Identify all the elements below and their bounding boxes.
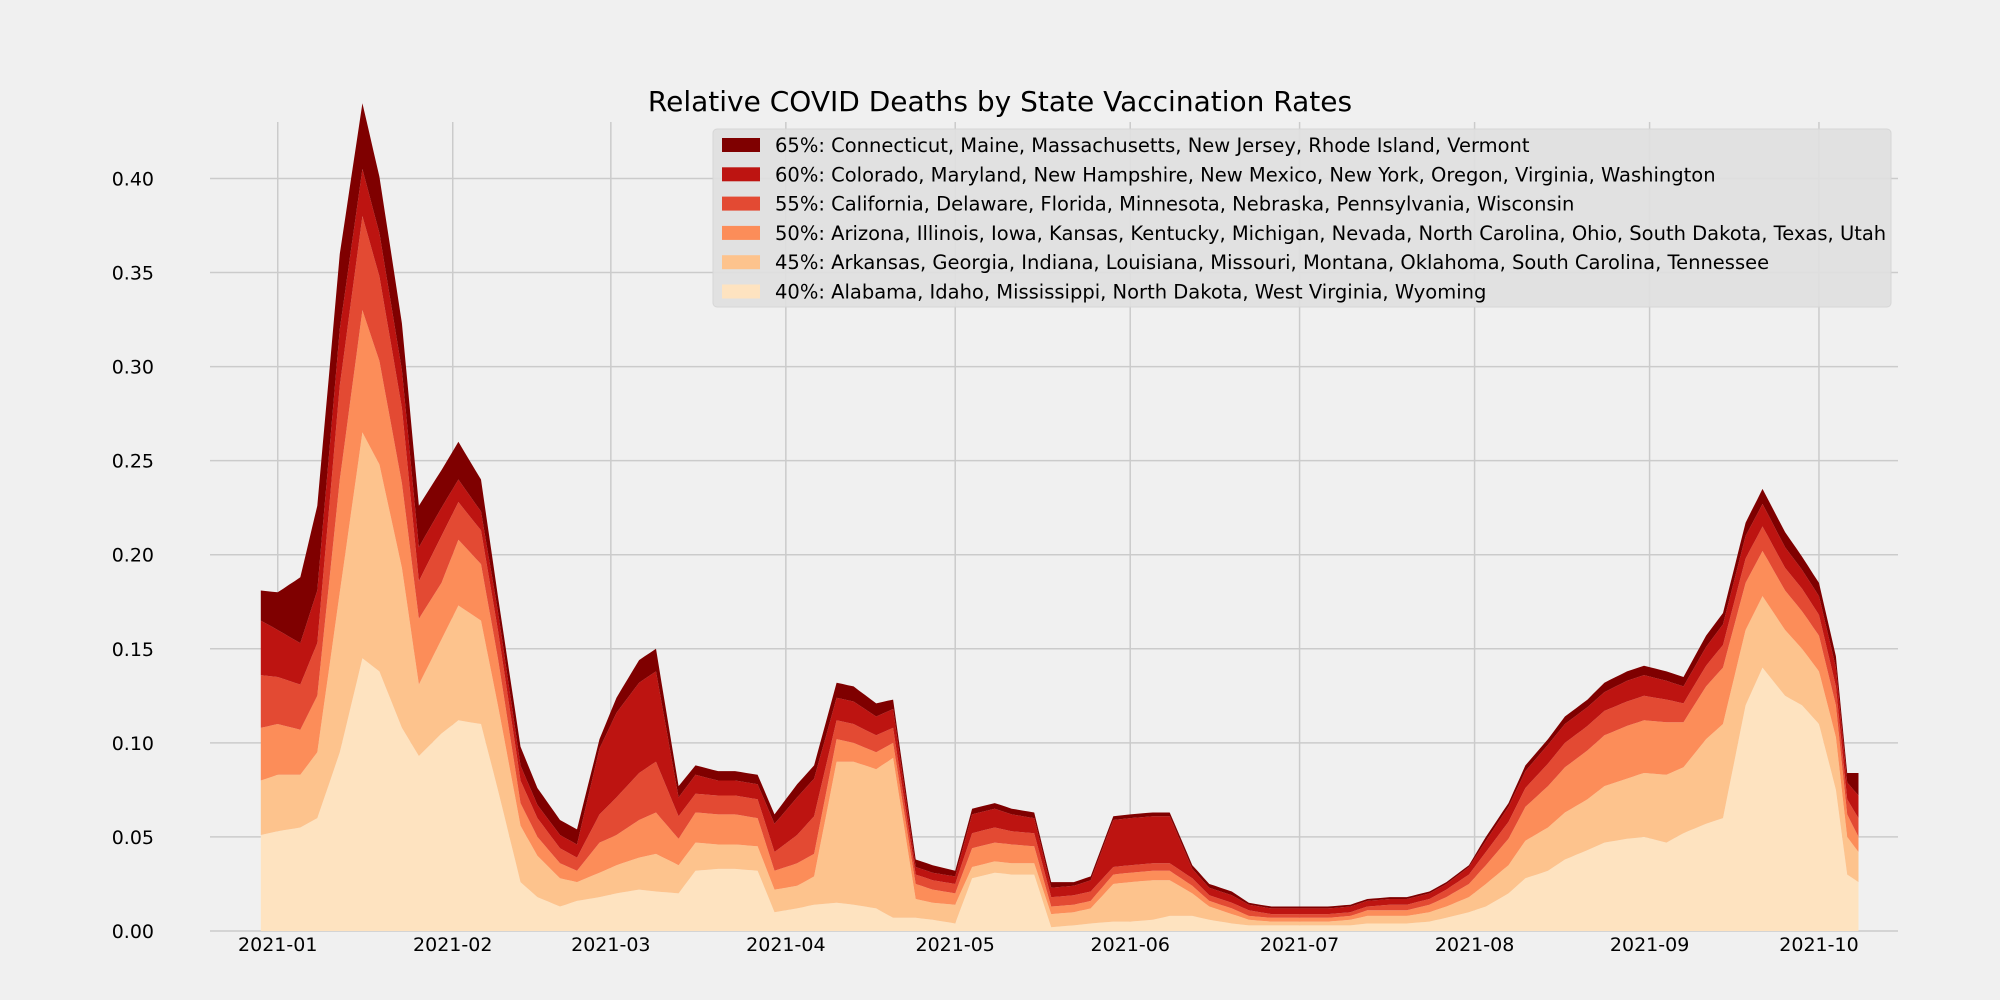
y-tick-label: 0.10 (112, 733, 154, 755)
legend-label: 45%: Arkansas, Georgia, Indiana, Louisia… (775, 251, 1769, 274)
y-tick-label: 0.40 (112, 168, 154, 190)
y-tick-label: 0.20 (112, 545, 154, 567)
legend-swatch (722, 284, 760, 299)
x-tick-label: 2021-04 (746, 934, 825, 956)
x-tick-label: 2021-05 (916, 934, 995, 956)
x-tick-label: 2021-03 (571, 934, 650, 956)
legend-label: 55%: California, Delaware, Florida, Minn… (775, 193, 1574, 216)
legend-label: 40%: Alabama, Idaho, Mississippi, North … (775, 281, 1486, 304)
y-tick-label: 0.00 (112, 921, 154, 943)
area-series-1 (260, 658, 1859, 931)
legend-label: 65%: Connecticut, Maine, Massachusetts, … (775, 134, 1530, 157)
area-series-group (260, 103, 1859, 931)
legend-swatch (722, 167, 760, 182)
y-tick-label: 0.30 (112, 357, 154, 379)
x-tick-label: 2021-02 (413, 934, 492, 956)
y-tick-label: 0.35 (112, 263, 154, 285)
area-series-5 (260, 169, 1859, 915)
legend-swatch (722, 138, 760, 152)
legend-label: 60%: Colorado, Maryland, New Hampshire, … (775, 163, 1716, 186)
x-tick-label: 2021-10 (1779, 934, 1858, 956)
x-tick-label: 2021-07 (1260, 934, 1339, 956)
x-axis-tick-labels: 2021-01 2021-02 2021-03 2021-04 2021-05 2021-… (238, 934, 1859, 956)
x-tick-label: 2021-01 (238, 934, 317, 956)
legend-swatch (722, 196, 760, 211)
x-tick-label: 2021-06 (1091, 934, 1170, 956)
x-tick-label: 2021-09 (1610, 934, 1689, 956)
legend-box (712, 128, 1892, 308)
legend-label: 50%: Arizona, Illinois, Iowa, Kansas, Ke… (775, 222, 1886, 245)
legend-swatch (722, 255, 760, 270)
legend: 65%: Connecticut, Maine, Massachusetts, … (712, 128, 1892, 308)
y-tick-label: 0.05 (112, 827, 154, 849)
legend-swatch (722, 225, 760, 240)
y-tick-label: 0.15 (112, 639, 154, 661)
y-axis-tick-labels: 0.00 0.05 0.10 0.15 0.20 0.25 0.30 0.35 0.40 (112, 168, 154, 943)
x-tick-label: 2021-08 (1435, 934, 1514, 956)
chart-title: Relative COVID Deaths by State Vaccinati… (648, 85, 1352, 118)
y-tick-label: 0.25 (112, 451, 154, 473)
